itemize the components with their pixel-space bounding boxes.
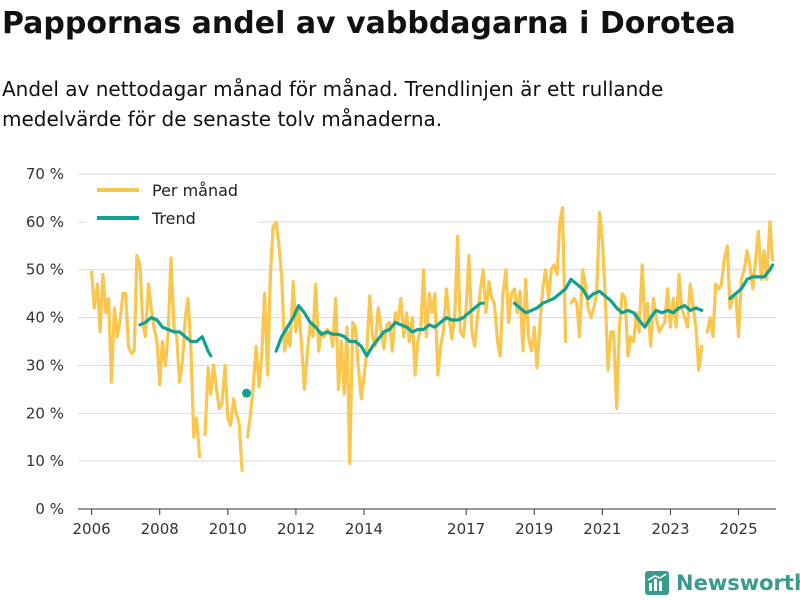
y-tick-label: 0 %: [35, 500, 64, 518]
y-tick-label: 10 %: [26, 452, 64, 470]
y-tick-label: 60 %: [26, 213, 64, 231]
y-tick-label: 50 %: [26, 261, 64, 279]
x-tick-label: 2019: [515, 520, 553, 538]
legend-label-trend: Trend: [151, 209, 196, 228]
trend-line: [274, 301, 485, 358]
x-tick-label: 2008: [141, 520, 179, 538]
x-tick-label: 2021: [583, 520, 621, 538]
trend-line: [138, 316, 213, 358]
chart-title: Pappornas andel av vabbdagarna i Dorotea: [2, 6, 736, 41]
monthly-line: [203, 363, 244, 473]
x-tick-label: 2014: [345, 520, 383, 538]
monthly-line: [569, 210, 704, 411]
series-lines: [89, 205, 775, 473]
y-tick-label: 40 %: [26, 309, 64, 327]
x-tick-label: 2006: [73, 520, 111, 538]
newsworthy-logo-icon: [645, 571, 669, 595]
x-tick-label: 2025: [719, 520, 757, 538]
monthly-line: [705, 220, 775, 339]
y-axis: 0 % 10 % 20 % 30 % 40 % 50 % 60 % 70 %: [26, 165, 64, 518]
monthly-line: [246, 205, 568, 466]
newsworthy-brand: Newsworthy: [644, 567, 800, 599]
y-tick-label: 20 %: [26, 404, 64, 422]
trend-point: [242, 388, 252, 398]
x-tick-label: 2023: [651, 520, 689, 538]
y-tick-label: 30 %: [26, 356, 64, 374]
chart-subtitle: Andel av nettodagar månad för månad. Tre…: [2, 77, 664, 131]
trend-line: [512, 277, 704, 329]
x-tick-label: 2012: [277, 520, 315, 538]
monthly-line: [89, 253, 202, 458]
legend-label-monthly: Per månad: [152, 181, 238, 200]
x-tick-label: 2017: [447, 520, 485, 538]
brand-name: Newsworthy: [676, 571, 800, 595]
legend: Per månad Trend: [86, 178, 258, 238]
trend-line: [728, 263, 775, 300]
y-tick-label: 70 %: [26, 165, 64, 183]
x-tick-label: 2010: [209, 520, 247, 538]
x-axis: 2006 2008 2010 2012 2014 2017 2019 2021 2023 2025: [73, 508, 776, 538]
